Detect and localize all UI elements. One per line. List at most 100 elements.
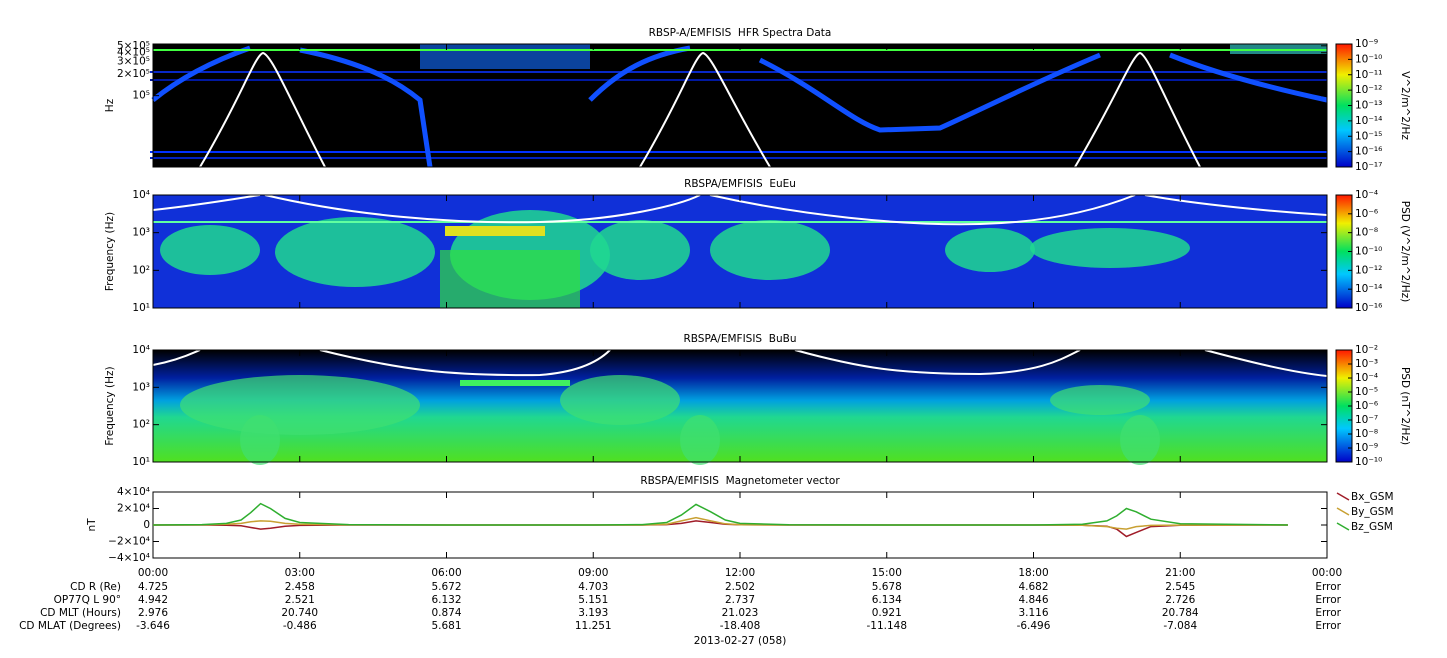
spectrogram [153, 44, 1327, 167]
colorbar-tick-label: 10⁻⁶ [1355, 400, 1378, 412]
spectral-blob [440, 250, 580, 308]
x-tick-label: 00:00 [1312, 567, 1342, 579]
spectral-blob [710, 220, 830, 280]
y-tick-label: 10² [132, 264, 150, 276]
legend-swatch [1336, 507, 1350, 516]
colorbar-tick-label: 10⁻⁴ [1355, 189, 1378, 201]
y-tick-label: 10² [132, 419, 150, 431]
spectral-blob [560, 375, 680, 425]
series-line [153, 520, 1288, 538]
spectral-blob [445, 226, 545, 236]
colorbar-label: PSD (nT^2/Hz) [1399, 367, 1411, 445]
y-tick-label: 0 [143, 519, 150, 531]
ephemeris-value: 5.681 [431, 620, 461, 632]
x-tick-label: 18:00 [1018, 567, 1048, 579]
ephemeris-value: 5.672 [431, 581, 461, 593]
colorbar-tick-label: 10⁻¹⁰ [1355, 456, 1382, 468]
y-tick-label: 10¹ [132, 302, 150, 314]
ephemeris-value: -11.148 [866, 620, 907, 632]
y-tick-label: 10⁴ [132, 344, 150, 356]
colorbar-tick-label: 10⁻¹¹ [1355, 69, 1382, 81]
ephemeris-value: 2.458 [285, 581, 315, 593]
colorbar-tick-label: 10⁻¹² [1355, 264, 1382, 276]
x-tick-label: 21:00 [1165, 567, 1195, 579]
colorbar-label: V^2/m^2/Hz [1399, 71, 1411, 140]
y-axis-label: Hz [104, 98, 116, 112]
colorbar-tick-label: 10⁻³ [1355, 358, 1378, 370]
colorbar-label: PSD (V^2/m^2/Hz) [1399, 201, 1411, 302]
colorbar-tick-label: 10⁻⁸ [1355, 227, 1378, 239]
x-tick-label: 06:00 [431, 567, 461, 579]
cyclotron-curve [199, 51, 1201, 168]
y-tick-label: 10³ [132, 381, 150, 393]
panel-title: RBSPA/EMFISIS EuEu [684, 178, 796, 190]
y-tick-label: 5×10⁵ [117, 40, 150, 52]
colorbar-tick-label: 10⁻¹² [1355, 84, 1382, 96]
ephemeris-value: -6.496 [1017, 620, 1051, 632]
colorbar-tick-label: 10⁻¹³ [1355, 100, 1382, 112]
colorbar-tick-label: 10⁻¹⁷ [1355, 161, 1382, 173]
legend-label: Bz_GSM [1351, 521, 1393, 533]
y-tick-label: 2×10⁵ [117, 68, 150, 80]
y-tick-label: −2×10⁴ [108, 536, 150, 548]
series-line [152, 516, 1288, 530]
ephemeris-value: -7.084 [1163, 620, 1197, 632]
x-tick-label: 09:00 [578, 567, 608, 579]
ephemeris-value: 2.737 [725, 594, 755, 606]
spectral-blob [275, 217, 435, 287]
ephemeris-value: -18.408 [720, 620, 761, 632]
x-tick-label: 15:00 [872, 567, 902, 579]
ephemeris-value: -0.486 [283, 620, 317, 632]
colorbar-tick-label: 10⁻¹⁴ [1355, 283, 1382, 295]
ephemeris-value: 3.193 [578, 607, 608, 619]
ephemeris-value: 4.846 [1018, 594, 1048, 606]
legend-label: By_GSM [1351, 506, 1394, 518]
colorbar-tick-label: 10⁻¹⁵ [1355, 130, 1382, 142]
colorbar-tick-label: 10⁻⁴ [1355, 372, 1378, 384]
legend-label: Bx_GSM [1351, 491, 1394, 503]
y-tick-label: 10⁵ [132, 90, 150, 102]
colorbar-tick-label: 10⁻⁹ [1355, 38, 1378, 50]
date-label: 2013-02-27 (058) [694, 635, 787, 647]
ephemeris-value: 2.521 [285, 594, 315, 606]
ephemeris-value: 5.678 [872, 581, 902, 593]
ephemeris-value: 2.976 [138, 607, 168, 619]
colorbar-tick-label: 10⁻⁷ [1355, 414, 1378, 426]
ephemeris-value: 0.921 [872, 607, 902, 619]
x-tick-label: 00:00 [138, 567, 168, 579]
colorbar-tick-label: 10⁻¹⁶ [1355, 302, 1382, 314]
ephemeris-value: 4.942 [138, 594, 168, 606]
ephemeris-value: 6.132 [431, 594, 461, 606]
ephemeris-value: 4.682 [1018, 581, 1048, 593]
panel-title: RBSPA/EMFISIS Magnetometer vector [640, 475, 840, 487]
spectral-blob [945, 228, 1035, 272]
ephemeris-label: CD MLT (Hours) [40, 607, 121, 619]
ephemeris-label: OP77Q L 90° [54, 594, 121, 606]
y-tick-label: 4×10⁴ [117, 486, 150, 498]
series-line [152, 502, 1288, 526]
x-tick-label: 12:00 [725, 567, 755, 579]
ephemeris-value: 2.502 [725, 581, 755, 593]
spectral-blob [180, 375, 420, 435]
y-tick-label: 3×10⁵ [117, 56, 150, 68]
cyclotron-curve [152, 349, 1328, 377]
spectral-blob [160, 225, 260, 275]
ephemeris-value: Error [1315, 581, 1341, 593]
spectral-blob [460, 380, 570, 386]
y-tick-label: 10¹ [132, 456, 150, 468]
y-tick-label: 4×10⁵ [117, 47, 150, 59]
colorbar-tick-label: 10⁻⁸ [1355, 428, 1378, 440]
ephemeris-value: Error [1315, 594, 1341, 606]
ephemeris-value: 21.023 [722, 607, 759, 619]
ephemeris-value: 0.874 [431, 607, 461, 619]
spectral-blob [680, 415, 720, 465]
spectral-band [420, 44, 590, 69]
legend-swatch [1336, 522, 1350, 531]
ephemeris-value: 4.725 [138, 581, 168, 593]
colorbar-tick-label: 10⁻¹⁰ [1355, 246, 1382, 258]
colorbar-tick-label: 10⁻⁹ [1355, 442, 1378, 454]
ephemeris-value: 5.151 [578, 594, 608, 606]
y-axis-label: nT [86, 518, 98, 532]
y-tick-label: 10³ [132, 227, 150, 239]
ephemeris-value: 3.116 [1018, 607, 1048, 619]
